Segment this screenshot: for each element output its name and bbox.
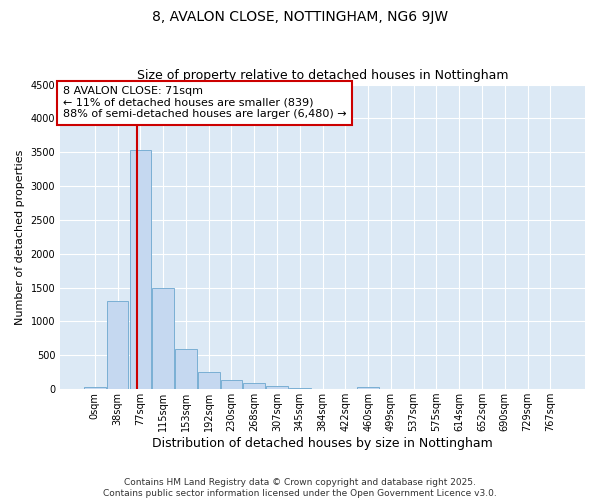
- X-axis label: Distribution of detached houses by size in Nottingham: Distribution of detached houses by size …: [152, 437, 493, 450]
- Bar: [84, 387, 106, 389]
- Bar: [266, 386, 288, 389]
- Bar: [198, 372, 220, 389]
- Bar: [244, 383, 265, 389]
- Text: 8, AVALON CLOSE, NOTTINGHAM, NG6 9JW: 8, AVALON CLOSE, NOTTINGHAM, NG6 9JW: [152, 10, 448, 24]
- Bar: [289, 388, 311, 389]
- Bar: [107, 301, 128, 389]
- Title: Size of property relative to detached houses in Nottingham: Size of property relative to detached ho…: [137, 69, 508, 82]
- Bar: [130, 150, 151, 389]
- Bar: [152, 288, 174, 389]
- Bar: [221, 380, 242, 389]
- Text: Contains HM Land Registry data © Crown copyright and database right 2025.
Contai: Contains HM Land Registry data © Crown c…: [103, 478, 497, 498]
- Y-axis label: Number of detached properties: Number of detached properties: [15, 149, 25, 324]
- Text: 8 AVALON CLOSE: 71sqm
← 11% of detached houses are smaller (839)
88% of semi-det: 8 AVALON CLOSE: 71sqm ← 11% of detached …: [63, 86, 346, 120]
- Bar: [358, 388, 379, 389]
- Bar: [175, 348, 197, 389]
